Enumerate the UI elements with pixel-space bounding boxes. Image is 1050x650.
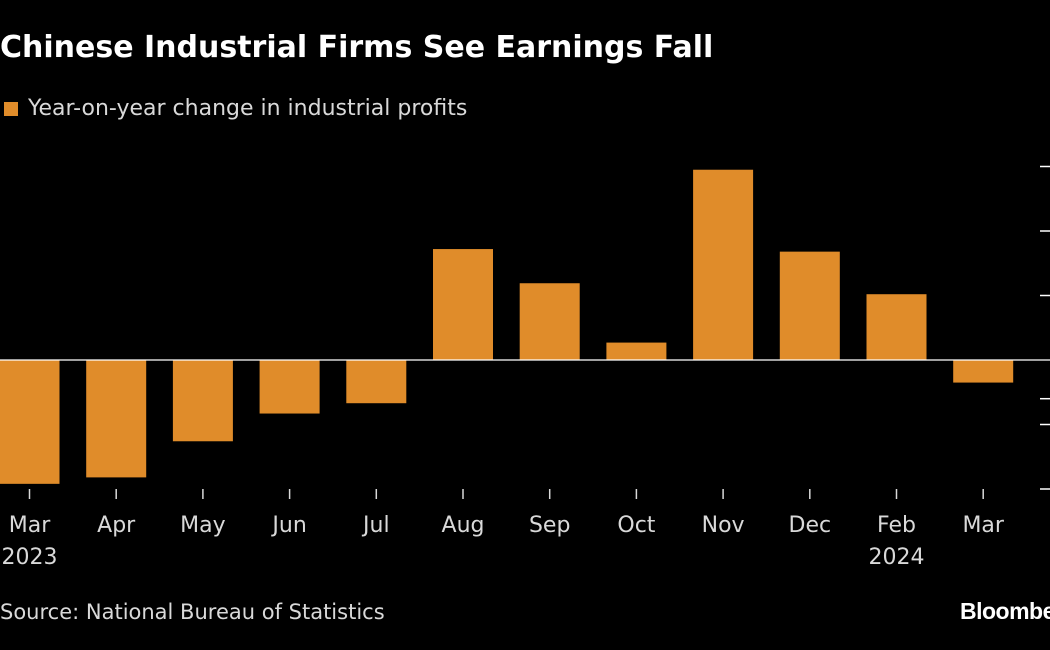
bar-may-2 bbox=[172, 360, 233, 442]
legend-label: Year-on-year change in industrial profit… bbox=[28, 96, 468, 121]
bar-aug-5 bbox=[433, 249, 493, 360]
bar-feb-10 bbox=[866, 294, 927, 360]
chart-title: Chinese Industrial Firms See Earnings Fa… bbox=[0, 30, 714, 65]
bar-apr-1 bbox=[86, 360, 147, 478]
x-label-sep-6: Sep bbox=[529, 513, 570, 538]
x-label-apr-1: Apr bbox=[97, 513, 136, 538]
bar-mar-0 bbox=[0, 360, 60, 484]
bar-jun-3 bbox=[259, 360, 320, 414]
bar-chart: Mar 2023 Apr May Jun Jul Aug Sep Oct Nov Dec Feb 202… bbox=[0, 165, 1050, 570]
x-label-may-2: May bbox=[180, 513, 225, 538]
x-axis-labels: Mar 2023 Apr May Jun Jul Aug Sep Oct Nov Dec Feb 202… bbox=[2, 513, 1005, 570]
x-label-mar-11: Mar bbox=[962, 513, 1004, 538]
x-label-feb-10: Feb bbox=[877, 513, 916, 538]
x-label-aug-5: Aug bbox=[442, 513, 485, 538]
bar-nov-8 bbox=[693, 169, 754, 360]
bar-mar-11 bbox=[953, 360, 1014, 383]
x-label-dec-9: Dec bbox=[789, 513, 832, 538]
x-label-jul-4: Jul bbox=[361, 513, 390, 538]
x-label-oct-7: Oct bbox=[617, 513, 655, 538]
bar-jul-4 bbox=[346, 360, 407, 404]
x-year-label-2024: 2024 bbox=[869, 545, 925, 570]
x-year-label-2023: 2023 bbox=[2, 545, 58, 570]
bars bbox=[0, 169, 1014, 484]
bar-oct-7 bbox=[606, 342, 667, 360]
legend: Year-on-year change in industrial profit… bbox=[4, 96, 467, 121]
y-axis-ticks bbox=[1040, 165, 1050, 490]
x-label-jun-3: Jun bbox=[270, 513, 306, 538]
brand-logo: Bloomberg bbox=[960, 598, 1050, 624]
x-label-mar-0: Mar bbox=[9, 513, 51, 538]
bar-dec-9 bbox=[779, 251, 840, 360]
x-axis-ticks bbox=[28, 489, 984, 499]
x-label-nov-8: Nov bbox=[702, 513, 745, 538]
bar-sep-6 bbox=[519, 283, 580, 360]
source-note: Source: National Bureau of Statistics bbox=[0, 600, 385, 624]
legend-swatch bbox=[4, 101, 18, 116]
